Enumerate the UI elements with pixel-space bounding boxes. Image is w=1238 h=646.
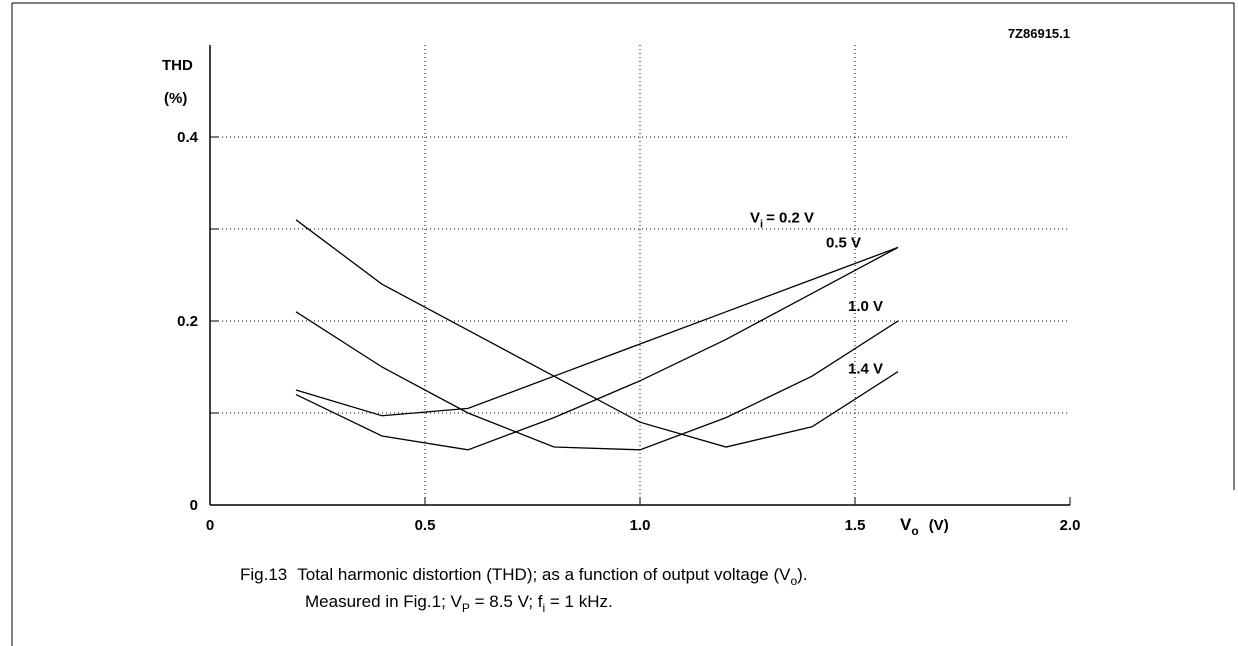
x-tick-label: 0.5 (415, 517, 436, 534)
curve-name: 0.5 V (826, 234, 861, 251)
x-tick-label: 0 (206, 517, 214, 534)
x-tick-label: 1.5 (845, 517, 866, 534)
curve-label-prefix: V (750, 209, 760, 226)
code: 7Z86915.1 (1008, 26, 1070, 41)
curve-name: 1.4 V (848, 361, 883, 378)
curve (295, 311, 899, 451)
y-label: THD (162, 57, 193, 74)
curve-label: Vi = 0.2 V (750, 209, 814, 230)
curve-name: 0.2 V (779, 209, 814, 226)
caption: Fig.13 Total harmonic distortion (THD); a… (240, 565, 808, 588)
y-tick-label: 0.2 (177, 313, 198, 330)
caption: Measured in Fig.1; VP = 8.5 V; fi = 1 kH… (305, 592, 613, 615)
curve-label-prefix: = (766, 209, 779, 226)
x-tick-label: 2.0 (1060, 517, 1081, 534)
y-label: (%) (164, 90, 187, 107)
curve (295, 246, 899, 451)
curve-label: 0.5 V (826, 234, 861, 251)
curve-label: 1.4 V (848, 361, 883, 378)
y-tick-label: 0 (190, 497, 198, 514)
x-tick-label: 1.0 (630, 517, 651, 534)
curve-label-prefix: i (760, 218, 763, 230)
curve (295, 219, 899, 448)
curve-label: 1.0 V (848, 298, 883, 315)
curve (295, 246, 899, 417)
x-label: Vo (V) (900, 515, 949, 538)
curve-name: 1.0 V (848, 298, 883, 315)
y-tick-label: 0.4 (177, 129, 199, 146)
